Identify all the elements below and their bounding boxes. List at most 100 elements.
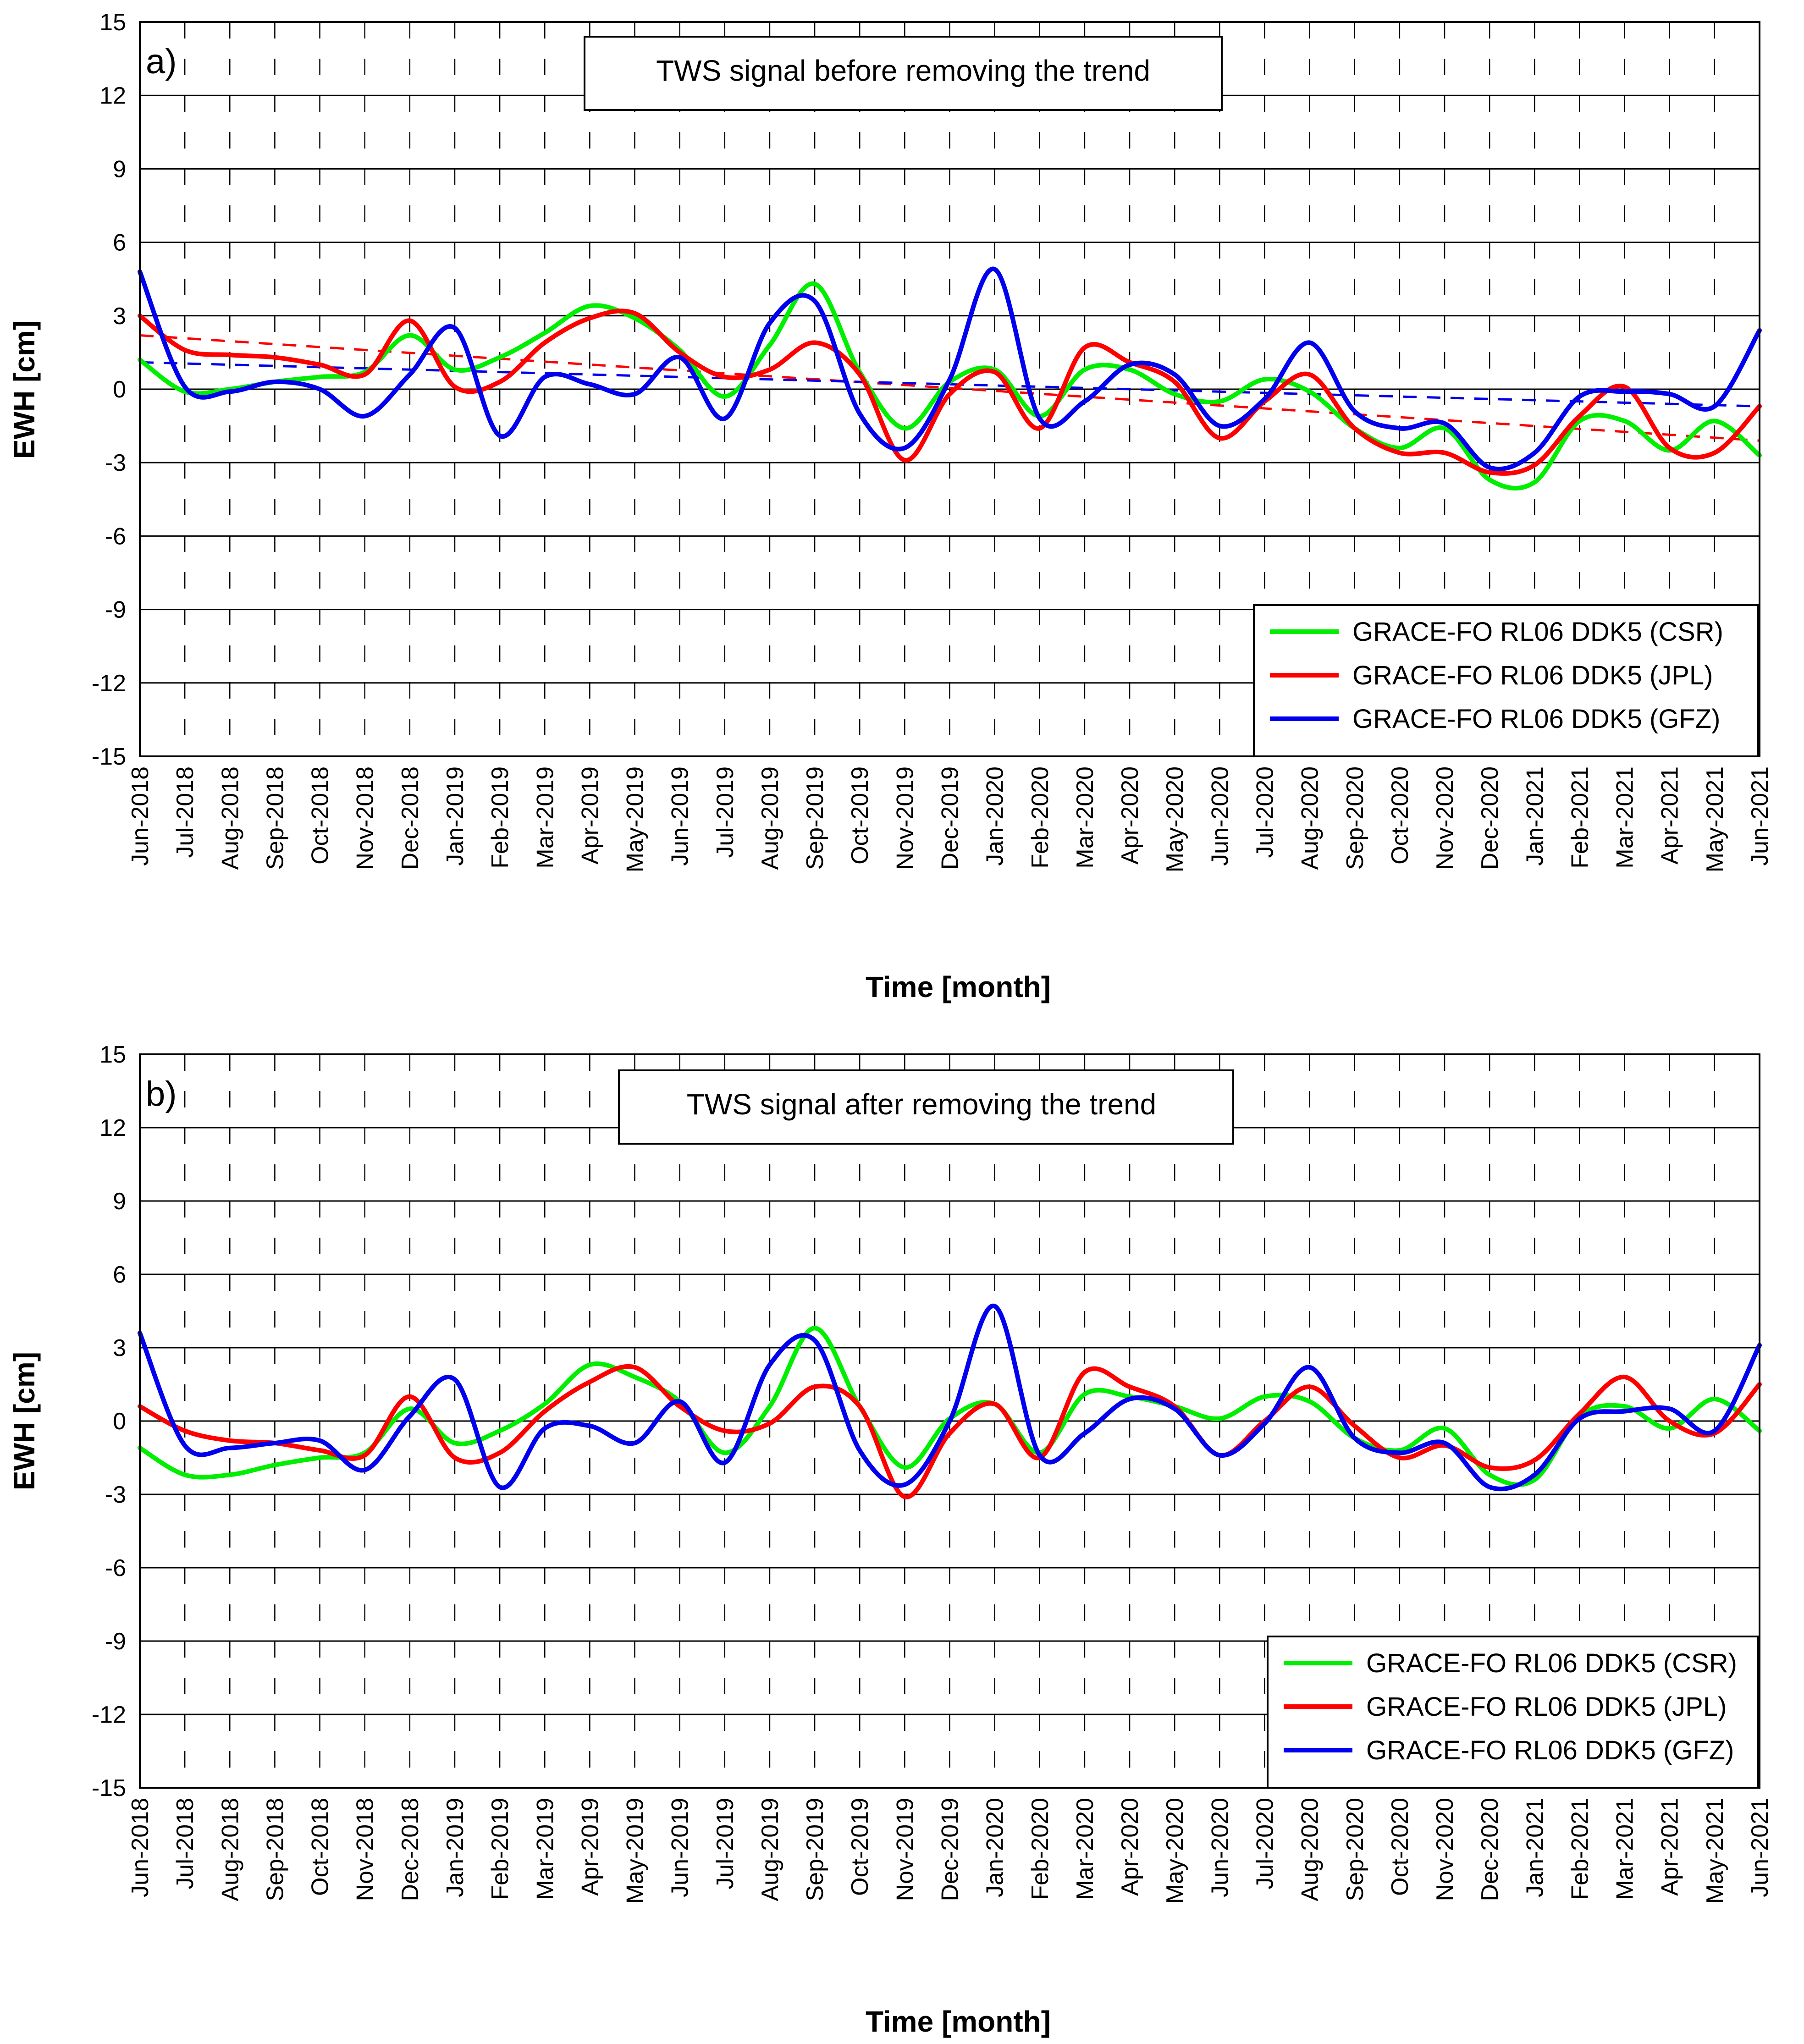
- x-tick-label: Apr-2020: [1117, 766, 1143, 865]
- x-tick-label: Nov-2018: [352, 1798, 379, 1901]
- y-tick-label: -9: [105, 1628, 126, 1655]
- y-tick-label: 0: [113, 1408, 126, 1435]
- x-tick-label: May-2019: [622, 1798, 649, 1904]
- y-tick-labels: 15 12 9 6 3 0 -3 -6 -9 -12 -15: [92, 1041, 126, 1802]
- x-tick-label: Jun-2019: [667, 766, 694, 866]
- legend-label: GRACE-FO RL06 DDK5 (CSR): [1366, 1648, 1737, 1678]
- y-axis-label: EWH [cm]: [8, 320, 41, 459]
- x-tick-label: Oct-2019: [847, 1798, 873, 1896]
- panel-label: b): [146, 1074, 177, 1113]
- y-tick-label: -3: [105, 450, 126, 476]
- x-tick-label: Apr-2021: [1657, 1798, 1683, 1896]
- x-tick-label: Jun-2019: [667, 1798, 694, 1897]
- y-tick-label: 0: [113, 376, 126, 403]
- x-tick-label: Aug-2020: [1297, 766, 1324, 870]
- legend-label: GRACE-FO RL06 DDK5 (CSR): [1352, 617, 1723, 647]
- x-tick-label: Jun-2018: [127, 1798, 154, 1897]
- y-tick-label: 12: [99, 83, 126, 109]
- title-box-frame: [618, 1069, 1234, 1145]
- series-line: [138, 1364, 1762, 1499]
- x-tick-label: Apr-2019: [577, 1798, 603, 1896]
- x-tick-label: Nov-2020: [1432, 1798, 1458, 1901]
- x-tick-label: Jun-2021: [1747, 1798, 1773, 1897]
- x-tick-label: Sep-2018: [262, 1798, 288, 1901]
- y-tick-label: -9: [105, 597, 126, 623]
- y-tick-label: -15: [92, 1775, 126, 1802]
- x-tick-label: Jul-2019: [712, 1798, 739, 1889]
- x-tick-label: Apr-2019: [577, 766, 603, 865]
- x-tick-label: Jun-2018: [127, 766, 154, 866]
- x-axis-label: Time [month]: [866, 2005, 1051, 2038]
- panel-a: 15 12 9 6 3 0 -3 -6 -9 -12 -15 Jun-2018 Jul-2018 Aug…: [8, 9, 1773, 1003]
- y-tick-label: 15: [99, 1041, 126, 1068]
- x-tick-label: Sep-2019: [802, 766, 828, 870]
- y-tick-label: 9: [113, 156, 126, 182]
- series-line: [138, 266, 1762, 472]
- x-tick-label: May-2019: [622, 766, 649, 872]
- x-tick-label: Jun-2021: [1747, 766, 1773, 866]
- x-tick-label: Jan-2019: [442, 766, 469, 866]
- x-tick-label: Sep-2018: [262, 766, 288, 870]
- x-tick-label: Dec-2019: [937, 766, 964, 870]
- panel-label: a): [146, 42, 177, 81]
- x-tick-label: Mar-2021: [1612, 766, 1638, 869]
- x-tick-label: May-2020: [1162, 1798, 1188, 1904]
- y-tick-label: -12: [92, 670, 126, 697]
- series-lines: [138, 1304, 1762, 1499]
- x-tick-label: Jun-2020: [1207, 766, 1233, 866]
- x-tick-label: Nov-2019: [892, 766, 918, 870]
- series-line: [138, 309, 1762, 476]
- x-tick-label: Dec-2018: [397, 1798, 424, 1901]
- y-tick-label: 6: [113, 1262, 126, 1288]
- x-tick-label: Jul-2020: [1252, 1798, 1278, 1889]
- trend-line: [139, 334, 1760, 442]
- x-tick-label: Oct-2020: [1387, 766, 1413, 865]
- legend: GRACE-FO RL06 DDK5 (CSR) GRACE-FO RL06 DD…: [1253, 604, 1759, 757]
- series-line: [138, 1326, 1762, 1487]
- x-tick-label: Feb-2021: [1567, 766, 1593, 869]
- y-axis-label: EWH [cm]: [8, 1352, 41, 1490]
- x-tick-label: Feb-2020: [1027, 766, 1054, 869]
- x-tick-label: Dec-2020: [1477, 766, 1503, 870]
- legend-label: GRACE-FO RL06 DDK5 (GFZ): [1352, 704, 1720, 734]
- y-tick-label: -12: [92, 1702, 126, 1728]
- x-tick-label: Jan-2020: [982, 766, 1009, 866]
- plot-frame: [139, 1053, 1760, 1789]
- x-tick-label: Jul-2018: [172, 1798, 199, 1889]
- y-tick-label: 15: [99, 9, 126, 36]
- y-tick-label: 3: [113, 1335, 126, 1361]
- x-tick-label: Oct-2018: [307, 1798, 334, 1896]
- x-tick-label: Nov-2019: [892, 1798, 918, 1901]
- x-tick-label: Nov-2018: [352, 766, 379, 870]
- x-tick-label: Mar-2020: [1072, 766, 1098, 869]
- trend-line: [139, 361, 1760, 408]
- x-axis-label: Time [month]: [866, 970, 1051, 1003]
- legend-label: GRACE-FO RL06 DDK5 (JPL): [1352, 661, 1713, 690]
- x-tick-label: Apr-2020: [1117, 1798, 1143, 1896]
- y-tick-label: -6: [105, 1555, 126, 1581]
- x-tick-label: Mar-2019: [532, 766, 558, 869]
- panel-b: 15 12 9 6 3 0 -3 -6 -9 -12 -15 Jun-2018 Jul-2018 Aug…: [8, 1041, 1773, 2038]
- chart-title: TWS signal after removing the trend: [687, 1088, 1156, 1121]
- x-tick-label: Mar-2021: [1612, 1798, 1638, 1900]
- legend-label: GRACE-FO RL06 DDK5 (JPL): [1366, 1692, 1727, 1722]
- x-tick-label: Nov-2020: [1432, 766, 1458, 870]
- x-tick-label: Oct-2019: [847, 766, 873, 865]
- chart-title: TWS signal before removing the trend: [656, 54, 1150, 87]
- x-tick-label: Jun-2020: [1207, 1798, 1233, 1897]
- x-tick-label: Dec-2019: [937, 1798, 964, 1901]
- x-tick-label: Aug-2018: [217, 766, 243, 870]
- x-tick-label: Apr-2021: [1657, 766, 1683, 865]
- x-tick-label: Aug-2019: [757, 1798, 783, 1901]
- y-tick-label: 12: [99, 1115, 126, 1141]
- x-tick-label: Sep-2020: [1342, 1798, 1368, 1901]
- x-tick-label: Oct-2020: [1387, 1798, 1413, 1896]
- y-tick-label: -3: [105, 1482, 126, 1508]
- x-tick-label: Jul-2018: [172, 766, 199, 858]
- x-tick-label: May-2020: [1162, 766, 1188, 872]
- x-tick-label: Feb-2019: [487, 766, 513, 869]
- y-tick-label: 9: [113, 1188, 126, 1215]
- x-tick-label: Feb-2021: [1567, 1798, 1593, 1900]
- x-tick-label: Feb-2019: [487, 1798, 513, 1900]
